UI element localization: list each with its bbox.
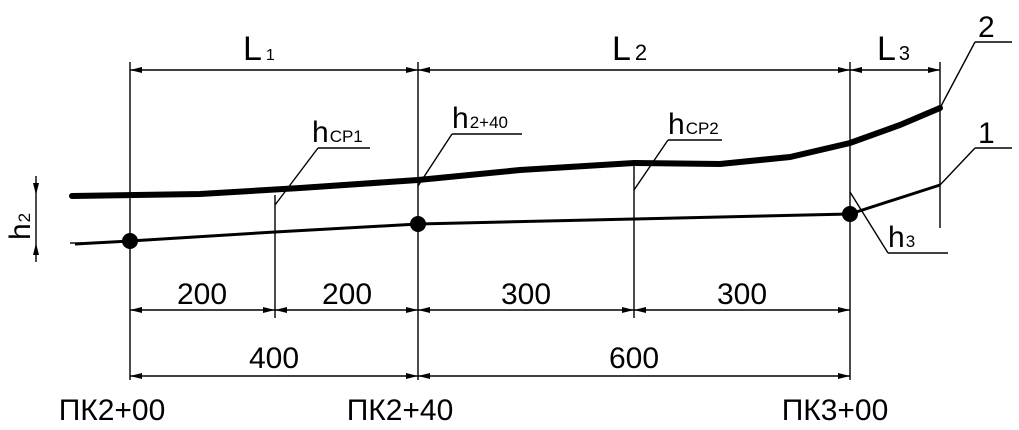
segment-label-3: 300 <box>501 278 551 311</box>
station-point-pk2-00 <box>122 233 138 249</box>
segment-total-label-1: 400 <box>249 342 299 375</box>
height-label-hcp1: hCP1 <box>312 116 363 149</box>
station-label-pk3-00: ПК3+00 <box>782 394 889 427</box>
station-label-pk2-40: ПК2+40 <box>347 394 454 427</box>
height-label-hcp2: hCP2 <box>668 108 719 141</box>
segment-label-4: 300 <box>717 278 767 311</box>
height-label-h3: h3 <box>888 221 915 254</box>
curve-leaders <box>939 41 1012 186</box>
segment-label-1: 200 <box>177 278 227 311</box>
segment-label-2: 200 <box>322 278 372 311</box>
height-label-h2: h2 <box>4 213 37 240</box>
station-point-pk3-00 <box>842 206 858 222</box>
station-label-pk2-00: ПК2+00 <box>59 394 166 427</box>
curve-label-2: 2 <box>978 11 995 44</box>
station-point-pk2-40 <box>410 216 426 232</box>
height-leaders <box>274 133 948 254</box>
height-label-h2-40: h2+40 <box>452 102 508 135</box>
curve-label-1: 1 <box>978 117 995 150</box>
curve-line-2 <box>69 105 943 199</box>
segment-total-label-2: 600 <box>609 342 659 375</box>
